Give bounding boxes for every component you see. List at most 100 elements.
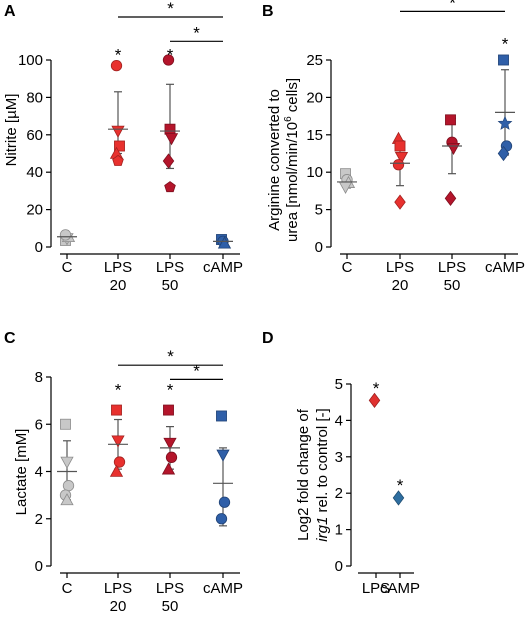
- data-point: [498, 54, 509, 66]
- y-tick-label: 0: [315, 239, 323, 256]
- data-point: [163, 437, 177, 450]
- panel-a-letter: A: [4, 3, 16, 20]
- y-tick-label: 40: [26, 164, 43, 181]
- data-point: [497, 145, 510, 162]
- data-point: [110, 59, 123, 72]
- x-tick-label: LPS: [362, 580, 390, 597]
- x-tick-label-line2: 50: [444, 277, 461, 294]
- data-point: [163, 404, 174, 416]
- significance-star: *: [167, 381, 174, 400]
- data-point: [111, 404, 122, 416]
- data-point: [165, 451, 178, 463]
- x-tick-label: LPS: [438, 259, 466, 276]
- data-point: [444, 190, 457, 207]
- bracket-star: *: [167, 0, 174, 18]
- x-tick-label: cAMP: [485, 259, 525, 276]
- data-point: [164, 181, 176, 193]
- panel-c: C Lactate [mM]: [4, 330, 30, 515]
- y-tick-label: 25: [306, 52, 323, 69]
- series-0: [368, 392, 381, 409]
- panel-a-ylabel: Nitrite [µM]: [3, 94, 20, 167]
- data-point: [164, 123, 176, 135]
- data-point: [59, 229, 72, 241]
- panel-b: B Arginine converted to urea [nmol/min/1…: [262, 3, 301, 242]
- x-tick-label: C: [62, 259, 73, 276]
- panel-d: D Log2 fold change of irg1 rel. to contr…: [262, 330, 331, 542]
- x-tick-label-line2: 50: [162, 598, 179, 615]
- series-1: [108, 404, 128, 477]
- significance-star: *: [115, 381, 122, 400]
- data-point: [109, 464, 124, 477]
- x-tick-label: LPS: [156, 580, 184, 597]
- series-0: [57, 229, 77, 246]
- y-tick-label: 15: [306, 127, 323, 144]
- y-tick-label: 5: [315, 202, 323, 219]
- series-1: [392, 490, 405, 506]
- panel-b-ylabel-pre: urea [nmol/min/10: [284, 122, 301, 242]
- y-tick-label: 0: [335, 558, 343, 575]
- x-tick-label-line2: 20: [110, 277, 127, 294]
- panel-c-letter: C: [4, 330, 16, 347]
- y-tick-label: 8: [35, 369, 43, 386]
- x-tick-label-line2: 20: [110, 598, 127, 615]
- panel-b-ylabel-line1: Arginine converted to: [266, 89, 283, 231]
- data-point: [445, 114, 456, 126]
- data-point: [216, 449, 230, 462]
- data-point: [111, 125, 125, 138]
- data-point: [113, 456, 126, 468]
- x-tick-label-line2: 20: [392, 277, 409, 294]
- y-tick-label: 80: [26, 89, 43, 106]
- x-tick-label: LPS: [104, 580, 132, 597]
- data-point: [392, 490, 405, 506]
- panel-d-ylabel-line2: irg1 rel. to control [-]: [314, 408, 331, 541]
- y-tick-label: 4: [335, 412, 343, 429]
- series-3: [213, 234, 233, 249]
- significance-star: *: [167, 46, 174, 65]
- panel-b-ylabel-sup: 6: [283, 116, 294, 122]
- series-2: [160, 54, 180, 193]
- series-0: [337, 168, 357, 194]
- data-point: [60, 456, 74, 469]
- y-tick-label: 20: [306, 89, 323, 106]
- x-tick-label: C: [62, 580, 73, 597]
- data-point: [218, 496, 231, 508]
- panel-c-ylabel: Lactate [mM]: [13, 429, 30, 516]
- data-point: [215, 513, 228, 525]
- data-point: [217, 236, 232, 249]
- series-2: [442, 114, 462, 207]
- y-tick-label: 2: [35, 511, 43, 528]
- y-tick-label: 0: [35, 558, 43, 575]
- data-point: [164, 133, 179, 146]
- panel-b-ylabel-post: cells]: [284, 78, 301, 116]
- data-point: [112, 154, 124, 166]
- x-tick-label: C: [342, 259, 353, 276]
- data-point: [114, 140, 125, 152]
- series-3: [213, 410, 233, 527]
- panel-b-letter: B: [262, 3, 274, 20]
- panel-d-letter: D: [262, 330, 274, 347]
- x-tick-label: cAMP: [203, 259, 243, 276]
- x-tick-label: cAMP: [203, 580, 243, 597]
- data-point: [62, 480, 75, 492]
- y-tick-label: 10: [306, 164, 323, 181]
- y-tick-label: 0: [35, 239, 43, 256]
- data-point: [162, 54, 175, 66]
- series-1: [390, 131, 410, 210]
- bracket-star: *: [193, 361, 200, 380]
- panel-b-ylabel-line2: urea [nmol/min/106 cells]: [283, 78, 301, 242]
- series-1: [108, 59, 128, 166]
- data-point: [216, 410, 227, 422]
- x-tick-label: LPS: [104, 259, 132, 276]
- panel-d-ylabel-line1: Log2 fold change of: [295, 408, 312, 541]
- panel-d-ylabel-post: rel. to control [-]: [314, 408, 331, 516]
- y-tick-label: 2: [335, 485, 343, 502]
- y-tick-label: 5: [335, 376, 343, 393]
- series-0: [57, 418, 77, 506]
- data-point: [394, 151, 409, 165]
- x-tick-label: LPS: [386, 259, 414, 276]
